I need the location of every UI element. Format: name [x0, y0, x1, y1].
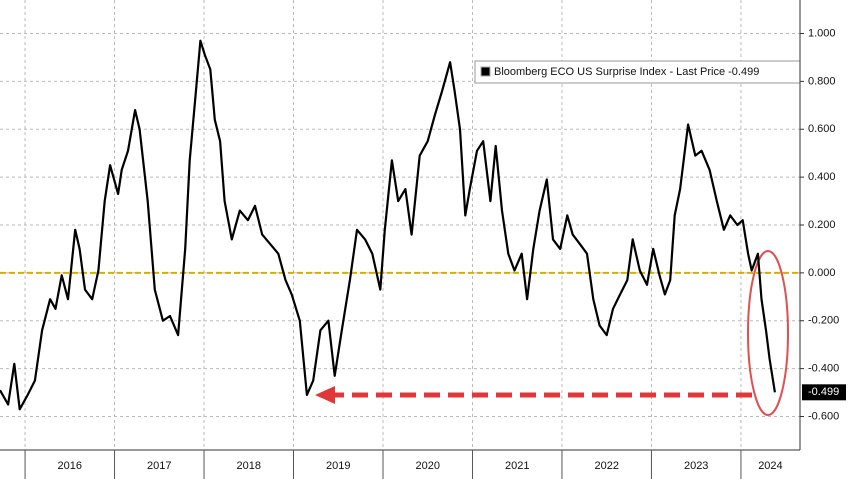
highlight-ellipse: [747, 250, 789, 416]
y-tick-label: -0.200: [808, 315, 839, 327]
y-tick-label: -0.400: [808, 363, 839, 375]
legend-text: Bloomberg ECO US Surprise Index - Last P…: [494, 66, 759, 78]
x-tick-label: 2017: [147, 460, 171, 472]
y-tick-label: 1.000: [808, 27, 836, 39]
x-tick-label: 2016: [58, 460, 82, 472]
x-tick-label: 2021: [505, 460, 529, 472]
last-price-label: -0.499: [808, 386, 839, 398]
x-tick-label: 2020: [415, 460, 439, 472]
last-price-tag: [802, 384, 846, 401]
y-tick-label: 0.600: [808, 123, 836, 135]
y-tick-label: 0.200: [808, 219, 836, 231]
y-tick-label: 0.000: [808, 267, 836, 279]
y-tick-label: -0.600: [808, 410, 839, 422]
x-tick-label: 2023: [684, 460, 708, 472]
y-tick-label: 0.800: [808, 75, 836, 87]
x-tick-label: 2024: [758, 460, 782, 472]
legend-swatch: [480, 66, 491, 77]
x-tick-label: 2019: [326, 460, 350, 472]
grid: [0, 0, 800, 450]
series-line: [0, 39, 776, 411]
y-tick-label: 0.400: [808, 171, 836, 183]
arrow-head: [315, 386, 335, 404]
x-tick-label: 2022: [594, 460, 618, 472]
x-tick-label: 2018: [237, 460, 261, 472]
